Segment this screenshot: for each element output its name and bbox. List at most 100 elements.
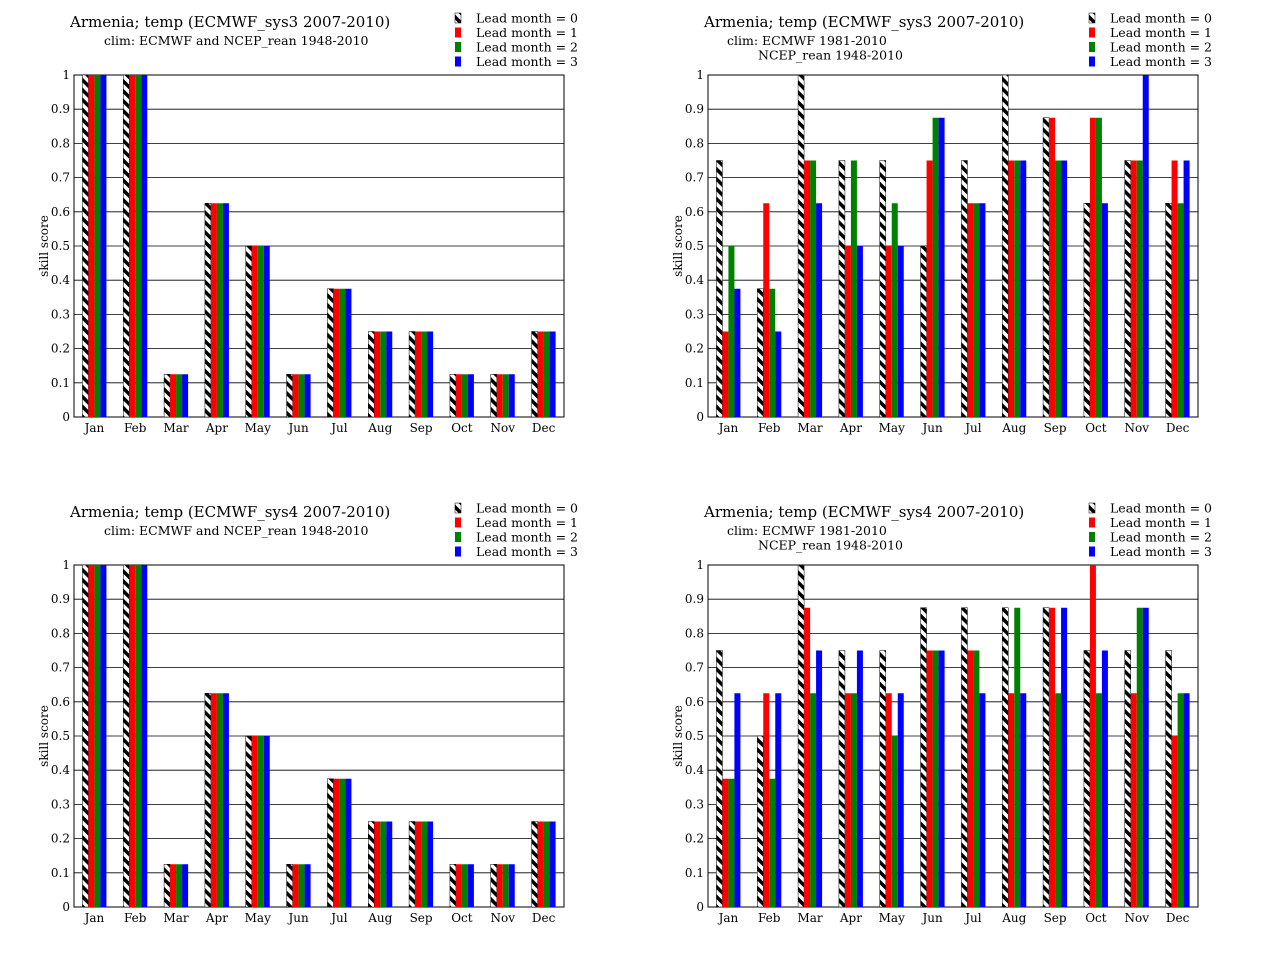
bar-may-lead0 — [245, 245, 252, 418]
bar-jul-lead3 — [345, 288, 352, 417]
y-tick-label: 0.4 — [51, 273, 70, 287]
bar-feb-lead2 — [769, 778, 776, 907]
x-tick-label: Mar — [163, 911, 188, 925]
bar-dec-lead3 — [549, 331, 556, 417]
y-tick-label: 0.1 — [685, 376, 704, 390]
bar-jul-lead1 — [967, 650, 974, 907]
bar-nov-lead0 — [490, 864, 497, 908]
bar-mar-lead3 — [816, 650, 823, 907]
x-tick-label: May — [879, 421, 905, 435]
bar-dec-lead0 — [531, 821, 538, 908]
bar-jan-lead0 — [82, 74, 89, 418]
bar-jul-lead1 — [333, 778, 340, 907]
bar-apr-lead3 — [222, 693, 229, 907]
y-tick-label: 0.6 — [51, 205, 70, 219]
bar-nov-lead2 — [1136, 160, 1143, 417]
x-tick-label: Oct — [451, 911, 473, 925]
y-tick-label: 0.9 — [51, 592, 70, 606]
bar-jun-lead1 — [926, 160, 933, 417]
y-tick-label: 0.9 — [685, 102, 704, 116]
legend-swatch — [454, 12, 462, 24]
chart-title: Armenia; temp (ECMWF_sys4 2007-2010) — [703, 503, 1024, 521]
y-tick-label: 0.3 — [685, 307, 704, 321]
y-tick-label: 0.4 — [685, 273, 704, 287]
bar-oct-lead1 — [1089, 117, 1096, 417]
bar-apr-lead0 — [204, 693, 212, 908]
bar-oct-lead0 — [1083, 650, 1091, 908]
bar-jun-lead0 — [286, 864, 293, 908]
bar-jan-lead2 — [94, 75, 101, 417]
legend-label: Lead month = 1 — [476, 25, 578, 40]
bar-may-lead0 — [879, 650, 886, 908]
legend-label: Lead month = 3 — [1110, 544, 1212, 559]
bar-aug-lead1 — [374, 331, 381, 417]
bar-sep-lead0 — [408, 331, 416, 418]
bar-oct-lead3 — [467, 374, 474, 417]
legend-label: Lead month = 2 — [476, 40, 578, 55]
legend-swatch — [1089, 517, 1095, 528]
bar-jul-lead2 — [339, 288, 346, 417]
bar-aug-lead0 — [368, 821, 375, 908]
bar-mar-lead2 — [810, 160, 817, 417]
bar-aug-lead1 — [1008, 160, 1015, 417]
y-tick-label: 0.9 — [685, 592, 704, 606]
chart-subtitle: clim: ECMWF 1981-2010 — [727, 523, 887, 538]
bar-jun-lead1 — [292, 374, 299, 417]
y-tick-label: 0.6 — [51, 695, 70, 709]
x-tick-label: May — [245, 911, 271, 925]
bar-jun-lead2 — [932, 117, 939, 417]
chart-title: Armenia; temp (ECMWF_sys3 2007-2010) — [69, 13, 390, 31]
bar-apr-lead1 — [210, 203, 217, 417]
bar-feb-lead1 — [129, 75, 136, 417]
bar-nov-lead3 — [508, 864, 515, 907]
y-tick-label: 0.5 — [685, 729, 704, 743]
chart-panel-sys3-shared-clim: 0 0.1 0.2 0.3 0.4 0.5 0.6 0.7 0.8 0.9 1 Jan Feb Mar Ap… — [37, 11, 578, 436]
bar-aug-lead0 — [368, 331, 375, 418]
y-axis-label: skill score — [37, 705, 51, 767]
y-tick-label: 0.9 — [51, 102, 70, 116]
bar-sep-lead1 — [1049, 607, 1056, 907]
bar-jan-lead1 — [88, 75, 95, 417]
x-tick-label: Sep — [410, 911, 433, 925]
bar-aug-lead0 — [1002, 607, 1009, 908]
bar-aug-lead2 — [380, 331, 387, 417]
bar-sep-lead0 — [408, 821, 416, 908]
bar-may-lead0 — [245, 735, 252, 908]
y-tick-label: 0.7 — [685, 171, 704, 185]
y-tick-label: 0.2 — [51, 832, 70, 846]
bar-sep-lead2 — [421, 331, 428, 417]
y-tick-label: 1 — [696, 558, 704, 572]
y-tick-label: 0.6 — [685, 205, 704, 219]
bar-mar-lead2 — [176, 864, 183, 907]
chart-title: Armenia; temp (ECMWF_sys3 2007-2010) — [703, 13, 1024, 31]
bar-dec-lead1 — [537, 331, 544, 417]
bar-jun-lead0 — [920, 245, 927, 418]
x-tick-label: Feb — [124, 911, 147, 925]
bar-dec-lead2 — [1177, 203, 1184, 417]
bar-jun-lead2 — [298, 374, 305, 417]
bar-aug-lead1 — [1008, 693, 1015, 907]
x-tick-label: Aug — [1001, 911, 1026, 925]
bar-feb-lead1 — [129, 565, 136, 907]
bar-nov-lead1 — [1130, 693, 1137, 907]
bar-dec-lead1 — [1171, 160, 1178, 417]
y-tick-label: 0.7 — [51, 171, 70, 185]
x-tick-label: Oct — [451, 421, 473, 435]
bar-jun-lead0 — [920, 607, 927, 908]
legend-swatch — [455, 27, 461, 38]
bar-dec-lead2 — [543, 331, 550, 417]
bar-jan-lead2 — [94, 565, 101, 907]
x-tick-label: Nov — [490, 421, 515, 435]
bar-aug-lead1 — [374, 821, 381, 907]
y-tick-label: 0.7 — [51, 661, 70, 675]
bar-feb-lead0 — [123, 564, 130, 908]
x-tick-label: Feb — [758, 911, 781, 925]
bar-apr-lead0 — [204, 203, 212, 418]
x-tick-label: Feb — [124, 421, 147, 435]
y-tick-label: 0.2 — [685, 342, 704, 356]
bar-dec-lead2 — [1177, 693, 1184, 907]
bar-jul-lead2 — [973, 650, 980, 907]
x-tick-label: Aug — [367, 421, 392, 435]
bar-aug-lead2 — [1014, 160, 1021, 417]
bar-sep-lead3 — [427, 821, 434, 907]
